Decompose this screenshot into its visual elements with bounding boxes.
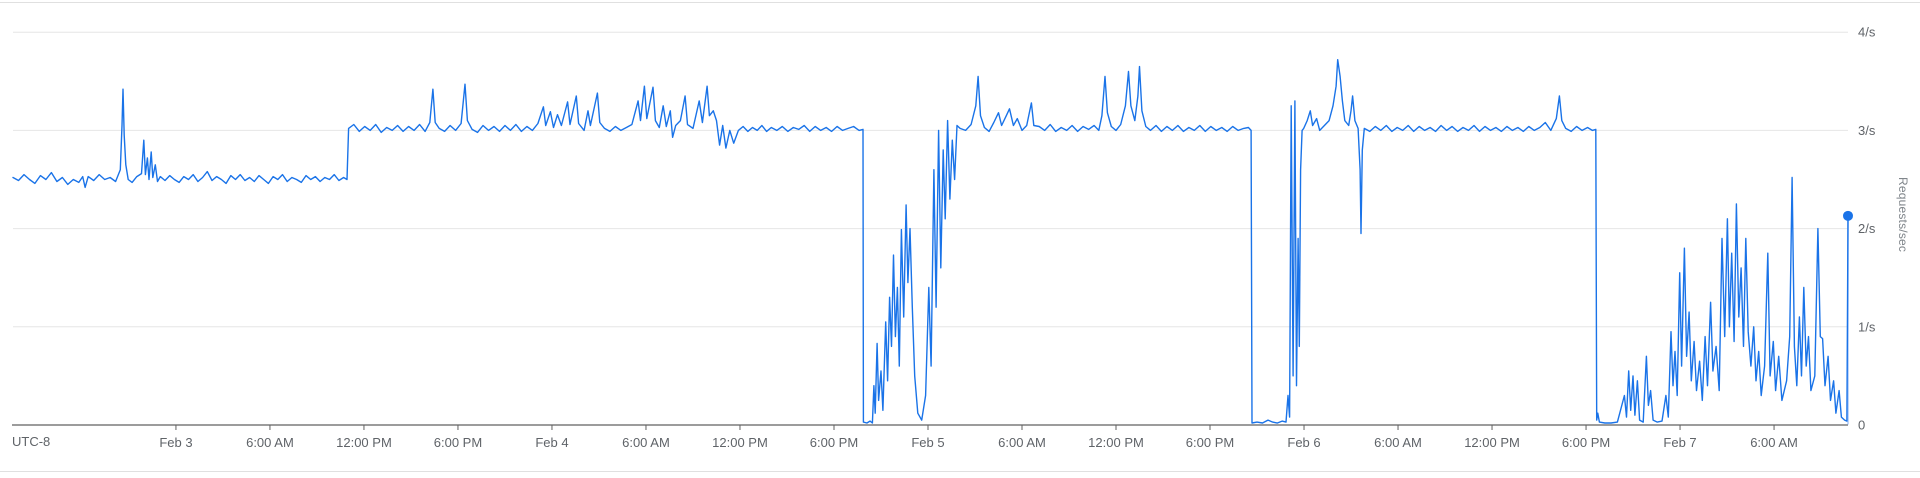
- x-axis-tick-label: Feb 5: [911, 435, 944, 450]
- x-axis-tick-label: 12:00 PM: [712, 435, 768, 450]
- timezone-label: UTC-8: [12, 434, 51, 449]
- latest-value-dot[interactable]: [1843, 210, 1853, 221]
- x-axis-tick-label: 12:00 PM: [1088, 435, 1144, 450]
- x-axis-tick-label: 6:00 PM: [1562, 435, 1610, 450]
- x-axis-tick-label: Feb 6: [1287, 435, 1320, 450]
- x-axis-tick-label: 6:00 AM: [1750, 435, 1798, 450]
- x-axis-tick-label: 6:00 PM: [810, 435, 858, 450]
- x-axis-tick-label: 12:00 PM: [336, 435, 392, 450]
- y-axis-title: Requests/sec: [1896, 177, 1910, 253]
- y-axis-tick-label: 1/s: [1858, 319, 1876, 334]
- y-axis-tick-label: 4/s: [1858, 25, 1876, 40]
- x-axis-tick-label: 12:00 PM: [1464, 435, 1520, 450]
- y-axis-tick-label: 2/s: [1858, 221, 1876, 236]
- y-axis-tick-label: 3/s: [1858, 123, 1876, 138]
- x-axis-tick-label: 6:00 AM: [1374, 435, 1422, 450]
- x-axis-tick-label: 6:00 PM: [434, 435, 482, 450]
- x-axis-tick-label: 6:00 AM: [998, 435, 1046, 450]
- metric-line: [12, 59, 1849, 424]
- x-axis-tick-label: Feb 4: [535, 435, 568, 450]
- x-axis-tick-label: Feb 7: [1663, 435, 1696, 450]
- y-axis-tick-label: 0: [1858, 418, 1865, 433]
- x-axis-tick-label: Feb 3: [159, 435, 192, 450]
- x-axis-tick-label: 6:00 AM: [246, 435, 294, 450]
- x-axis-tick-label: 6:00 PM: [1186, 435, 1234, 450]
- x-axis-tick-label: 6:00 AM: [622, 435, 670, 450]
